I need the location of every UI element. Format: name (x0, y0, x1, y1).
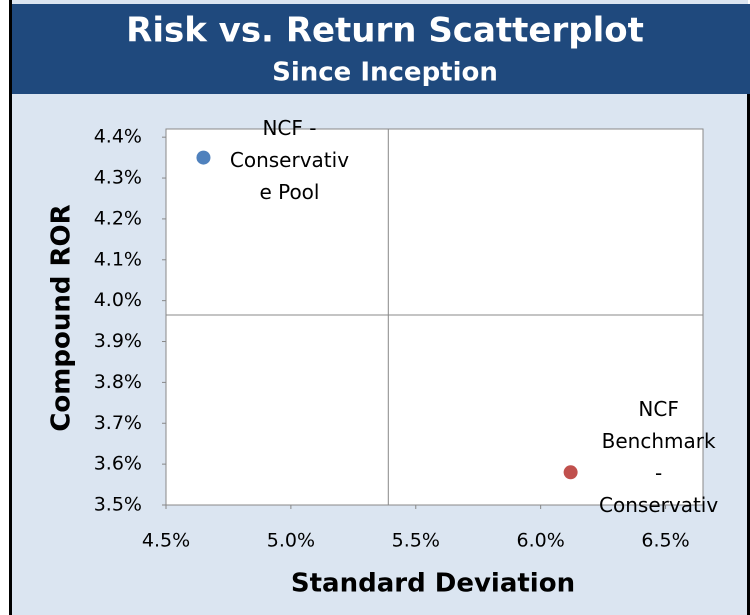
data-label: - (655, 461, 662, 485)
y-tick-label: 4.2% (94, 207, 142, 229)
x-axis-title: Standard Deviation (291, 569, 575, 599)
data-label: Conservativ (230, 148, 349, 172)
chart-title: Risk vs. Return Scatterplot (126, 11, 644, 51)
y-axis-title: Compound ROR (47, 204, 77, 431)
y-tick-label: 3.8% (94, 371, 142, 393)
y-tick-label: 4.0% (94, 289, 142, 311)
y-tick-label: 3.6% (94, 453, 142, 475)
data-label: NCF (638, 397, 678, 421)
x-tick-label: 5.5% (392, 530, 440, 552)
point (196, 150, 211, 165)
left-border (9, 0, 12, 615)
data-label: NCF - (262, 116, 316, 140)
y-tick-label: 4.4% (94, 126, 142, 148)
right-border (747, 94, 750, 615)
y-tick-label: 3.5% (94, 494, 142, 516)
data-label: Benchmark (602, 429, 716, 453)
y-tick-label: 3.7% (94, 412, 142, 434)
x-tick-label: 4.5% (142, 530, 190, 552)
x-tick-label: 5.0% (267, 530, 315, 552)
point (563, 465, 578, 480)
data-label: Conservativ (599, 493, 718, 517)
title-banner (12, 4, 750, 94)
y-tick-label: 4.3% (94, 167, 142, 189)
plot-area (165, 128, 704, 506)
y-tick-label: 3.9% (94, 330, 142, 352)
y-tick-label: 4.1% (94, 248, 142, 270)
chart-subtitle: Since Inception (272, 58, 498, 88)
data-label: e Pool (259, 180, 319, 204)
x-tick-label: 6.5% (641, 530, 689, 552)
x-tick-label: 6.0% (517, 530, 565, 552)
